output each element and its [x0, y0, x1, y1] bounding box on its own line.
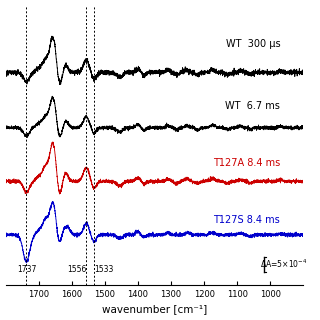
Text: 1533: 1533 — [94, 265, 113, 274]
Text: WT  300 μs: WT 300 μs — [226, 39, 280, 49]
Text: $\Delta$A=5×10$^{-4}$: $\Delta$A=5×10$^{-4}$ — [260, 258, 307, 270]
Text: 1737: 1737 — [17, 265, 36, 274]
X-axis label: wavenumber [cm⁻¹]: wavenumber [cm⁻¹] — [102, 304, 207, 315]
Text: T127S 8.4 ms: T127S 8.4 ms — [213, 215, 280, 225]
Text: WT  6.7 ms: WT 6.7 ms — [225, 101, 280, 111]
Text: T127A 8.4 ms: T127A 8.4 ms — [213, 158, 280, 168]
Text: 1556: 1556 — [67, 265, 86, 274]
